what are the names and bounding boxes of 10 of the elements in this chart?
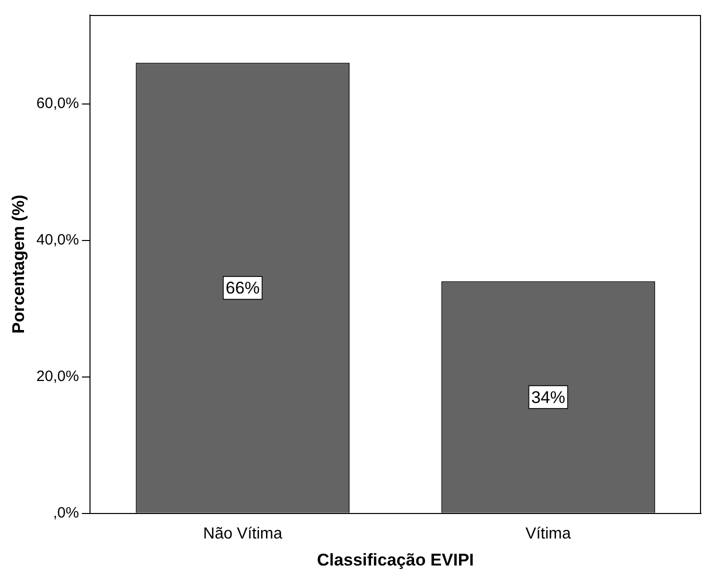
y-tick-label: 60,0%: [36, 94, 79, 112]
data-label: 66%: [226, 278, 260, 298]
x-tick-label: Não Vítima: [203, 525, 282, 542]
y-axis-title: Porcentagem (%): [8, 194, 28, 334]
x-tick-label: Vítima: [526, 525, 572, 542]
y-tick-label: ,0%: [53, 504, 79, 522]
data-label: 34%: [531, 388, 566, 407]
y-tick-label: 20,0%: [36, 368, 79, 385]
y-tick-label: 40,0%: [36, 231, 79, 248]
x-axis-title: Classificação EVIPI: [317, 550, 474, 570]
